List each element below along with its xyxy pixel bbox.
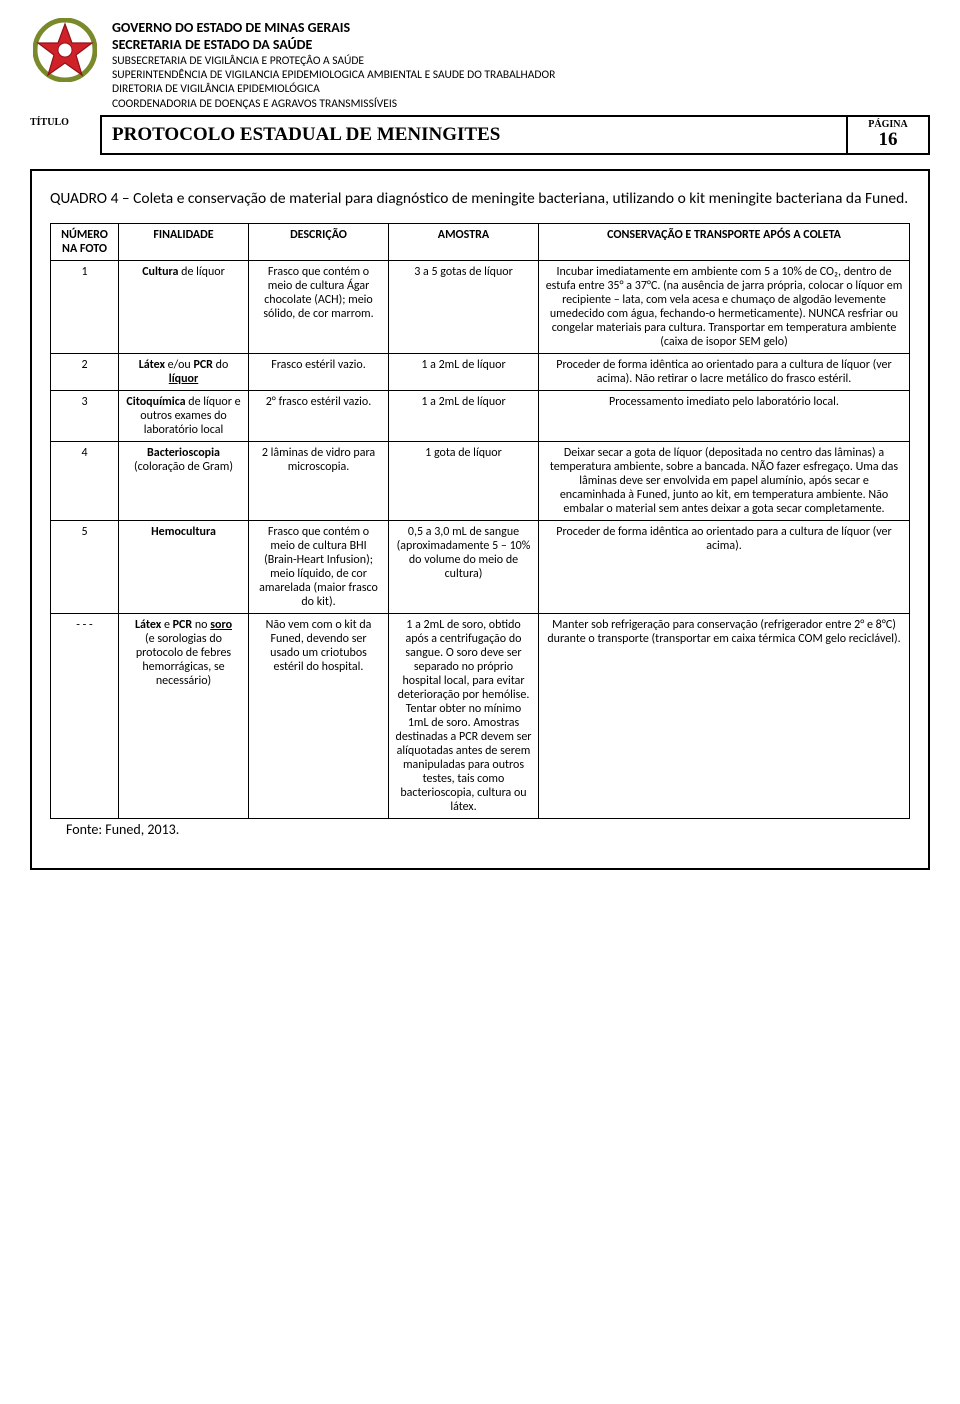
cell-finalidade: Hemocultura <box>119 521 249 614</box>
cell-numero: 2 <box>51 354 119 391</box>
th-amostra: AMOSTRA <box>389 224 539 261</box>
cell-numero: 3 <box>51 391 119 442</box>
cell-amostra: 3 a 5 gotas de líquor <box>389 261 539 354</box>
header-line-3: SUBSECRETARIA DE VIGILÂNCIA E PROTEÇÂO A… <box>112 54 930 68</box>
cell-descricao: Frasco que contém o meio de cultura Ágar… <box>249 261 389 354</box>
cell-numero: 4 <box>51 442 119 521</box>
cell-finalidade: Citoquímica de líquor e outros exames do… <box>119 391 249 442</box>
quadro-caption: QUADRO 4 – Coleta e conservação de mater… <box>50 189 910 209</box>
cell-amostra: 1 gota de líquor <box>389 442 539 521</box>
document-header: GOVERNO DO ESTADO DE MINAS GERAIS SECRET… <box>30 18 930 113</box>
cell-amostra: 0,5 a 3,0 mL de sangue (aproximadamente … <box>389 521 539 614</box>
cell-descricao: 2 lâminas de vidro para microscopia. <box>249 442 389 521</box>
cell-conservacao: Proceder de forma idêntica ao orientado … <box>539 354 910 391</box>
state-logo <box>33 18 97 82</box>
table-row: - - -Látex e PCR no soro(e sorologias do… <box>51 614 910 819</box>
th-numero: NÚMERO NA FOTO <box>51 224 119 261</box>
table-row: 3Citoquímica de líquor e outros exames d… <box>51 391 910 442</box>
th-finalidade: FINALIDADE <box>119 224 249 261</box>
header-line-5: DIRETORIA DE VIGILÂNCIA EPIDEMIOLÓGICA <box>112 82 930 96</box>
page-root: GOVERNO DO ESTADO DE MINAS GERAIS SECRET… <box>0 0 960 900</box>
quadro-table: NÚMERO NA FOTO FINALIDADE DESCRIÇÃO AMOS… <box>50 223 910 819</box>
table-row: 1Cultura de líquorFrasco que contém o me… <box>51 261 910 354</box>
header-line-4: SUPERINTENDÊNCIA DE VIGILANCIA EPIDEMIOL… <box>112 68 930 82</box>
th-conservacao: CONSERVAÇÃO E TRANSPORTE APÓS A COLETA <box>539 224 910 261</box>
cell-finalidade: Bacterioscopia (coloração de Gram) <box>119 442 249 521</box>
page-number: 16 <box>852 130 924 151</box>
content-frame: QUADRO 4 – Coleta e conservação de mater… <box>30 169 930 870</box>
cell-descricao: Frasco que contém o meio de cultura BHI … <box>249 521 389 614</box>
cell-conservacao: Deixar secar a gota de líquor (depositad… <box>539 442 910 521</box>
table-body: 1Cultura de líquorFrasco que contém o me… <box>51 261 910 819</box>
page-number-box: PÁGINA 16 <box>846 115 930 155</box>
cell-conservacao: Proceder de forma idêntica ao orientado … <box>539 521 910 614</box>
table-row: 5HemoculturaFrasco que contém o meio de … <box>51 521 910 614</box>
cell-amostra: 1 a 2mL de líquor <box>389 354 539 391</box>
table-row: 4Bacterioscopia (coloração de Gram)2 lâm… <box>51 442 910 521</box>
logo-container <box>30 18 100 82</box>
header-line-1: GOVERNO DO ESTADO DE MINAS GERAIS <box>112 20 930 37</box>
cell-numero: 1 <box>51 261 119 354</box>
quadro-fonte: Fonte: Funed, 2013. <box>50 821 910 838</box>
table-row: 2Látex e/ou PCR do líquorFrasco estéril … <box>51 354 910 391</box>
header-line-6: COORDENADORIA DE DOENÇAS E AGRAVOS TRANS… <box>112 97 930 111</box>
cell-amostra: 1 a 2mL de soro, obtido após a centrifug… <box>389 614 539 819</box>
cell-conservacao: Manter sob refrigeração para conservação… <box>539 614 910 819</box>
title-row: TÍTULO PROTOCOLO ESTADUAL DE MENINGITES … <box>30 115 930 155</box>
cell-finalidade: Látex e/ou PCR do líquor <box>119 354 249 391</box>
cell-conservacao: Incubar imediatamente em ambiente com 5 … <box>539 261 910 354</box>
header-line-2: SECRETARIA DE ESTADO DA SAÚDE <box>112 37 930 54</box>
header-text-block: GOVERNO DO ESTADO DE MINAS GERAIS SECRET… <box>112 18 930 111</box>
cell-numero: - - - <box>51 614 119 819</box>
th-descricao: DESCRIÇÃO <box>249 224 389 261</box>
document-title: PROTOCOLO ESTADUAL DE MENINGITES <box>100 115 846 155</box>
cell-finalidade: Cultura de líquor <box>119 261 249 354</box>
cell-numero: 5 <box>51 521 119 614</box>
cell-descricao: 2° frasco estéril vazio. <box>249 391 389 442</box>
cell-amostra: 1 a 2mL de líquor <box>389 391 539 442</box>
cell-descricao: Não vem com o kit da Funed, devendo ser … <box>249 614 389 819</box>
cell-conservacao: Processamento imediato pelo laboratório … <box>539 391 910 442</box>
cell-descricao: Frasco estéril vazio. <box>249 354 389 391</box>
table-header-row: NÚMERO NA FOTO FINALIDADE DESCRIÇÃO AMOS… <box>51 224 910 261</box>
cell-finalidade: Látex e PCR no soro(e sorologias do prot… <box>119 614 249 819</box>
title-label: TÍTULO <box>30 115 100 155</box>
